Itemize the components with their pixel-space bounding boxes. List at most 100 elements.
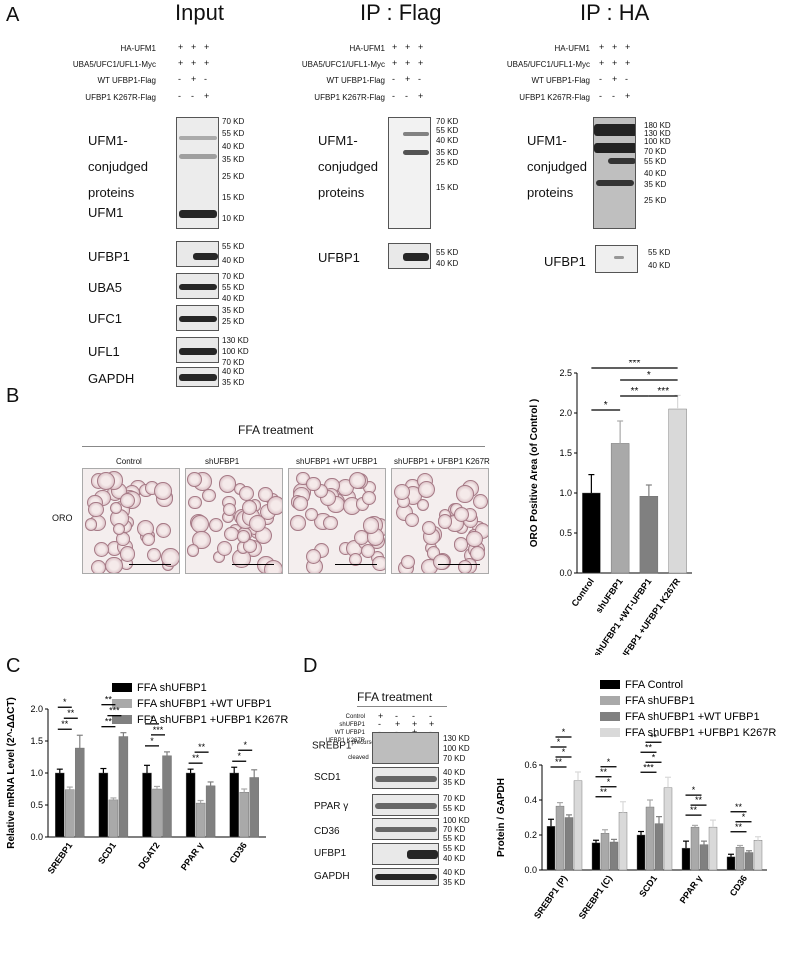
y-axis-label: ORO Positive Area (of Control ) [529,399,540,548]
y-tick-label: 2.0 [559,408,572,418]
sign: + [178,42,184,52]
condition-label: UFBP1 K267R [325,738,365,744]
blot-label: PPAR γ [314,801,349,812]
condition-label: shUFBP1 +WT UFBP1 [296,457,378,466]
significance-label: * [607,757,611,767]
sign: + [178,58,184,68]
significance-label: ** [695,795,703,805]
sign: - [412,711,415,721]
cell-blob [105,556,123,573]
row-label: UFBP1 K267R-Flag [519,93,590,102]
significance-label: * [243,740,247,750]
mrna-bar-chart: 0.0 0.5 1.0 1.5 2.0 Relative mRNA Level (2^-Δ… [6,682,288,876]
kd-marker: 35 KD [222,378,245,387]
bar [609,841,619,871]
sign: - [392,74,395,84]
blot-label-main: SREBP1 [312,740,352,752]
sign: + [612,42,618,52]
ufbp1-blot [176,241,219,267]
sign: + [612,74,618,84]
x-tick-label: SREBP1 (C) [577,873,614,921]
cell-blob [202,489,216,503]
oro-image-control [82,468,180,574]
sign: + [599,58,605,68]
kd-marker: 55 KD [222,283,245,292]
sign: + [612,58,618,68]
cell-blob [153,482,172,501]
kd-marker: 70 KD [222,117,245,126]
kd-marker: 55 KD [644,157,667,166]
kd-marker: 55 KD [222,129,245,138]
sign: - [599,74,602,84]
kd-marker: 40 KD [436,259,459,268]
d-treatment-line [357,706,447,707]
blot-label: GAPDH [314,871,350,882]
legend-label: FFA shUFBP1 +UFBP1 K267R [625,727,776,739]
cell-blob [93,541,109,558]
significance-label: ** [600,767,608,777]
row-label: WT UFBP1-Flag [531,76,590,85]
bar [735,847,745,871]
cell-blob [361,490,377,506]
kd-marker: 40 KD [443,768,466,777]
y-tick-label: 2.0 [30,704,43,714]
cell-blob [242,539,257,554]
sign: - [405,91,408,101]
significance-label: * [604,400,608,411]
cell-blob [472,493,488,510]
cell-blob [113,522,126,535]
cell-blob [437,514,452,529]
scale-bar [438,564,480,565]
sign: + [191,58,197,68]
significance-label: ** [735,802,743,812]
ipflag-main-label: UFM1- conjudged proteins [318,128,378,206]
scale-bar [129,564,171,565]
bar [229,772,239,838]
sign: + [599,42,605,52]
bar [726,856,736,871]
kd-marker: 40 KD [443,868,466,877]
bar [239,791,249,838]
bar [573,780,583,871]
y-tick-label: 1.0 [559,488,572,498]
blot-label: UFBP1 [314,848,347,859]
bar [636,834,646,871]
kd-marker: 100 KD [443,816,470,825]
bar [600,833,610,871]
sign: + [395,719,401,729]
panel-letter-a: A [6,4,20,26]
bar [591,842,601,871]
kd-marker: 40 KD [222,142,245,151]
x-tick-label: SREBP1 (P) [532,873,569,920]
sign: + [392,42,398,52]
sign: - [178,91,181,101]
significance-label: *** [153,725,164,735]
bar [639,495,659,574]
bar [654,823,664,871]
kd-marker: 40 KD [648,261,671,270]
kd-marker: 40 KD [443,854,466,863]
cell-blob [401,555,416,570]
sign: + [412,719,418,729]
kd-marker: 35 KD [443,778,466,787]
x-tick-label: SCD1 [637,873,659,898]
gapdh-blot [176,367,219,387]
kd-marker: 130 KD [222,336,249,345]
sign: + [204,42,210,52]
blot-label-sup: precursor [351,740,377,746]
bar [546,826,556,871]
kd-marker: 100 KD [222,347,249,356]
significance-label: ** [735,822,743,832]
blot-label: UFBP1 [544,254,586,269]
cell-blob [156,523,172,539]
legend-swatch [112,715,132,724]
bar [663,787,673,871]
sign: - [612,91,615,101]
bar [744,852,754,871]
sign: - [418,74,421,84]
scale-bar [335,564,377,565]
x-tick-label: SCD1 [96,840,118,865]
x-tick-label: PPAR γ [179,840,205,872]
bar [555,805,565,871]
cell-blob [186,544,200,558]
